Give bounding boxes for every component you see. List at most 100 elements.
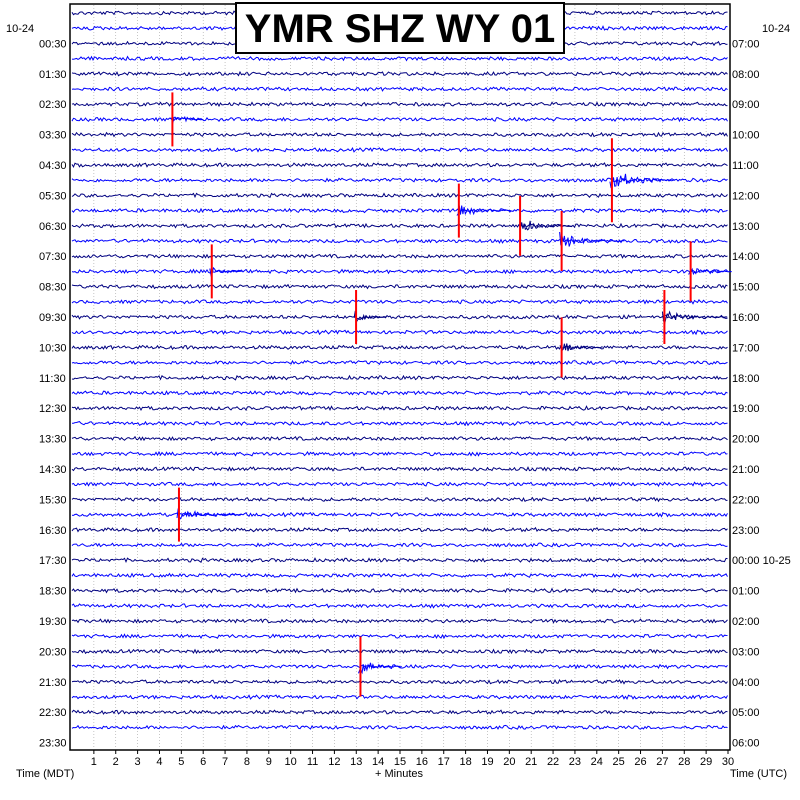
trace-line xyxy=(71,648,728,655)
right-time-label: 07:00 xyxy=(732,38,760,50)
left-time-label: 22:30 xyxy=(39,707,67,719)
left-time-label: 04:30 xyxy=(39,160,67,172)
right-time-label: 05:00 xyxy=(732,707,760,719)
left-time-label: 16:30 xyxy=(39,525,67,537)
right-time-label: 19:00 xyxy=(732,403,760,415)
event-burst xyxy=(688,267,732,276)
x-axis-label: + Minutes xyxy=(375,768,423,780)
trace-line xyxy=(71,192,728,199)
left-time-label: 23:30 xyxy=(39,738,67,750)
trace-line xyxy=(71,101,728,108)
event-burst xyxy=(517,220,573,231)
trace-line xyxy=(71,618,728,624)
x-tick-label: 2 xyxy=(113,756,119,768)
trace-line xyxy=(71,633,728,640)
trace-line xyxy=(71,405,728,412)
left-time-label: 07:30 xyxy=(39,251,67,263)
trace-line xyxy=(71,253,728,259)
left-time-label: 10:30 xyxy=(39,342,67,354)
trace-line xyxy=(71,420,728,427)
left-time-label: 00:30 xyxy=(39,38,67,50)
trace-line xyxy=(71,572,728,578)
x-tick-label: 29 xyxy=(700,756,712,768)
right-time-labels: 07:00 08:00 09:00 10:00 11:00 12:00 13:00 14:00… xyxy=(732,38,791,749)
right-axis-label: Time (UTC) xyxy=(730,768,787,780)
right-time-label: 18:00 xyxy=(732,373,760,385)
left-time-label: 06:30 xyxy=(39,221,67,233)
right-time-label: 21:00 xyxy=(732,464,760,476)
right-date-label: 10-24 xyxy=(762,23,790,35)
x-tick-label: 16 xyxy=(416,756,428,768)
trace-line xyxy=(71,663,728,670)
trace-line xyxy=(71,131,728,138)
trace-line xyxy=(71,694,728,701)
left-time-label: 14:30 xyxy=(39,464,67,476)
left-time-label: 12:30 xyxy=(39,403,67,415)
right-time-label: 15:00 xyxy=(732,282,760,294)
trace-line xyxy=(71,466,728,472)
x-tick-label: 28 xyxy=(678,756,690,768)
x-tick-label: 1 xyxy=(91,756,97,768)
x-tick-label: 12 xyxy=(328,756,340,768)
right-time-label: 01:00 xyxy=(732,586,760,598)
trace-line xyxy=(71,147,728,153)
trace-line xyxy=(71,177,728,183)
left-date-label: 10-24 xyxy=(6,23,34,35)
right-time-label: 02:00 xyxy=(732,616,760,628)
x-tick-label: 4 xyxy=(156,756,162,768)
seismic-traces xyxy=(71,10,728,731)
x-tick-label: 24 xyxy=(591,756,603,768)
left-time-label: 13:30 xyxy=(39,434,67,446)
right-time-label: 14:00 xyxy=(732,251,760,263)
event-burst xyxy=(609,173,675,189)
trace-line xyxy=(71,603,728,609)
right-time-label: 16:00 xyxy=(732,312,760,324)
left-time-label: 05:30 xyxy=(39,190,67,202)
trace-line xyxy=(71,162,728,169)
x-tick-label: 14 xyxy=(372,756,384,768)
left-time-labels: 00:30 01:30 02:30 03:30 04:30 05:30 06:30 07:30… xyxy=(39,38,67,749)
title-box: YMR SHZ WY 01 xyxy=(235,2,565,54)
trace-line xyxy=(71,709,728,715)
trace-line xyxy=(71,344,728,351)
event-burst xyxy=(559,343,603,352)
right-time-label: 08:00 xyxy=(732,69,760,81)
x-tick-label: 13 xyxy=(350,756,362,768)
event-burst xyxy=(353,310,387,324)
x-axis-ticks: 1 2 3 4 5 6 7 8 9 10 11 12 13 14 15 16 17 18 19 20 21 22 23 24 2… xyxy=(91,750,734,768)
left-axis-label: Time (MDT) xyxy=(16,768,74,780)
x-tick-label: 27 xyxy=(656,756,668,768)
chart-title: YMR SHZ WY 01 xyxy=(245,7,555,51)
trace-line xyxy=(71,299,728,305)
x-tick-label: 8 xyxy=(244,756,250,768)
x-tick-label: 20 xyxy=(503,756,515,768)
right-time-label: 17:00 xyxy=(732,342,760,354)
left-time-label: 01:30 xyxy=(39,69,67,81)
left-time-label: 11:30 xyxy=(39,373,66,385)
trace-line xyxy=(71,283,728,290)
left-time-label: 20:30 xyxy=(39,646,67,658)
trace-line xyxy=(71,496,728,503)
x-tick-label: 19 xyxy=(481,756,493,768)
trace-line xyxy=(71,481,728,488)
trace-line xyxy=(71,70,728,77)
x-tick-label: 17 xyxy=(438,756,450,768)
trace-line xyxy=(71,511,728,518)
trace-line xyxy=(71,557,728,563)
left-time-label: 02:30 xyxy=(39,99,67,111)
trace-line xyxy=(71,268,728,275)
x-tick-label: 3 xyxy=(135,756,141,768)
x-tick-label: 9 xyxy=(266,756,272,768)
left-time-label: 15:30 xyxy=(39,494,67,506)
left-time-label: 09:30 xyxy=(39,312,67,324)
trace-line xyxy=(71,435,728,442)
right-time-label: 06:00 xyxy=(732,738,760,750)
trace-line xyxy=(71,450,728,457)
right-time-label: 11:00 xyxy=(732,160,759,172)
event-burst xyxy=(209,266,243,277)
trace-line xyxy=(71,207,728,214)
x-tick-label: 15 xyxy=(394,756,406,768)
event-burst xyxy=(176,508,242,520)
right-time-label: 03:00 xyxy=(732,646,760,658)
